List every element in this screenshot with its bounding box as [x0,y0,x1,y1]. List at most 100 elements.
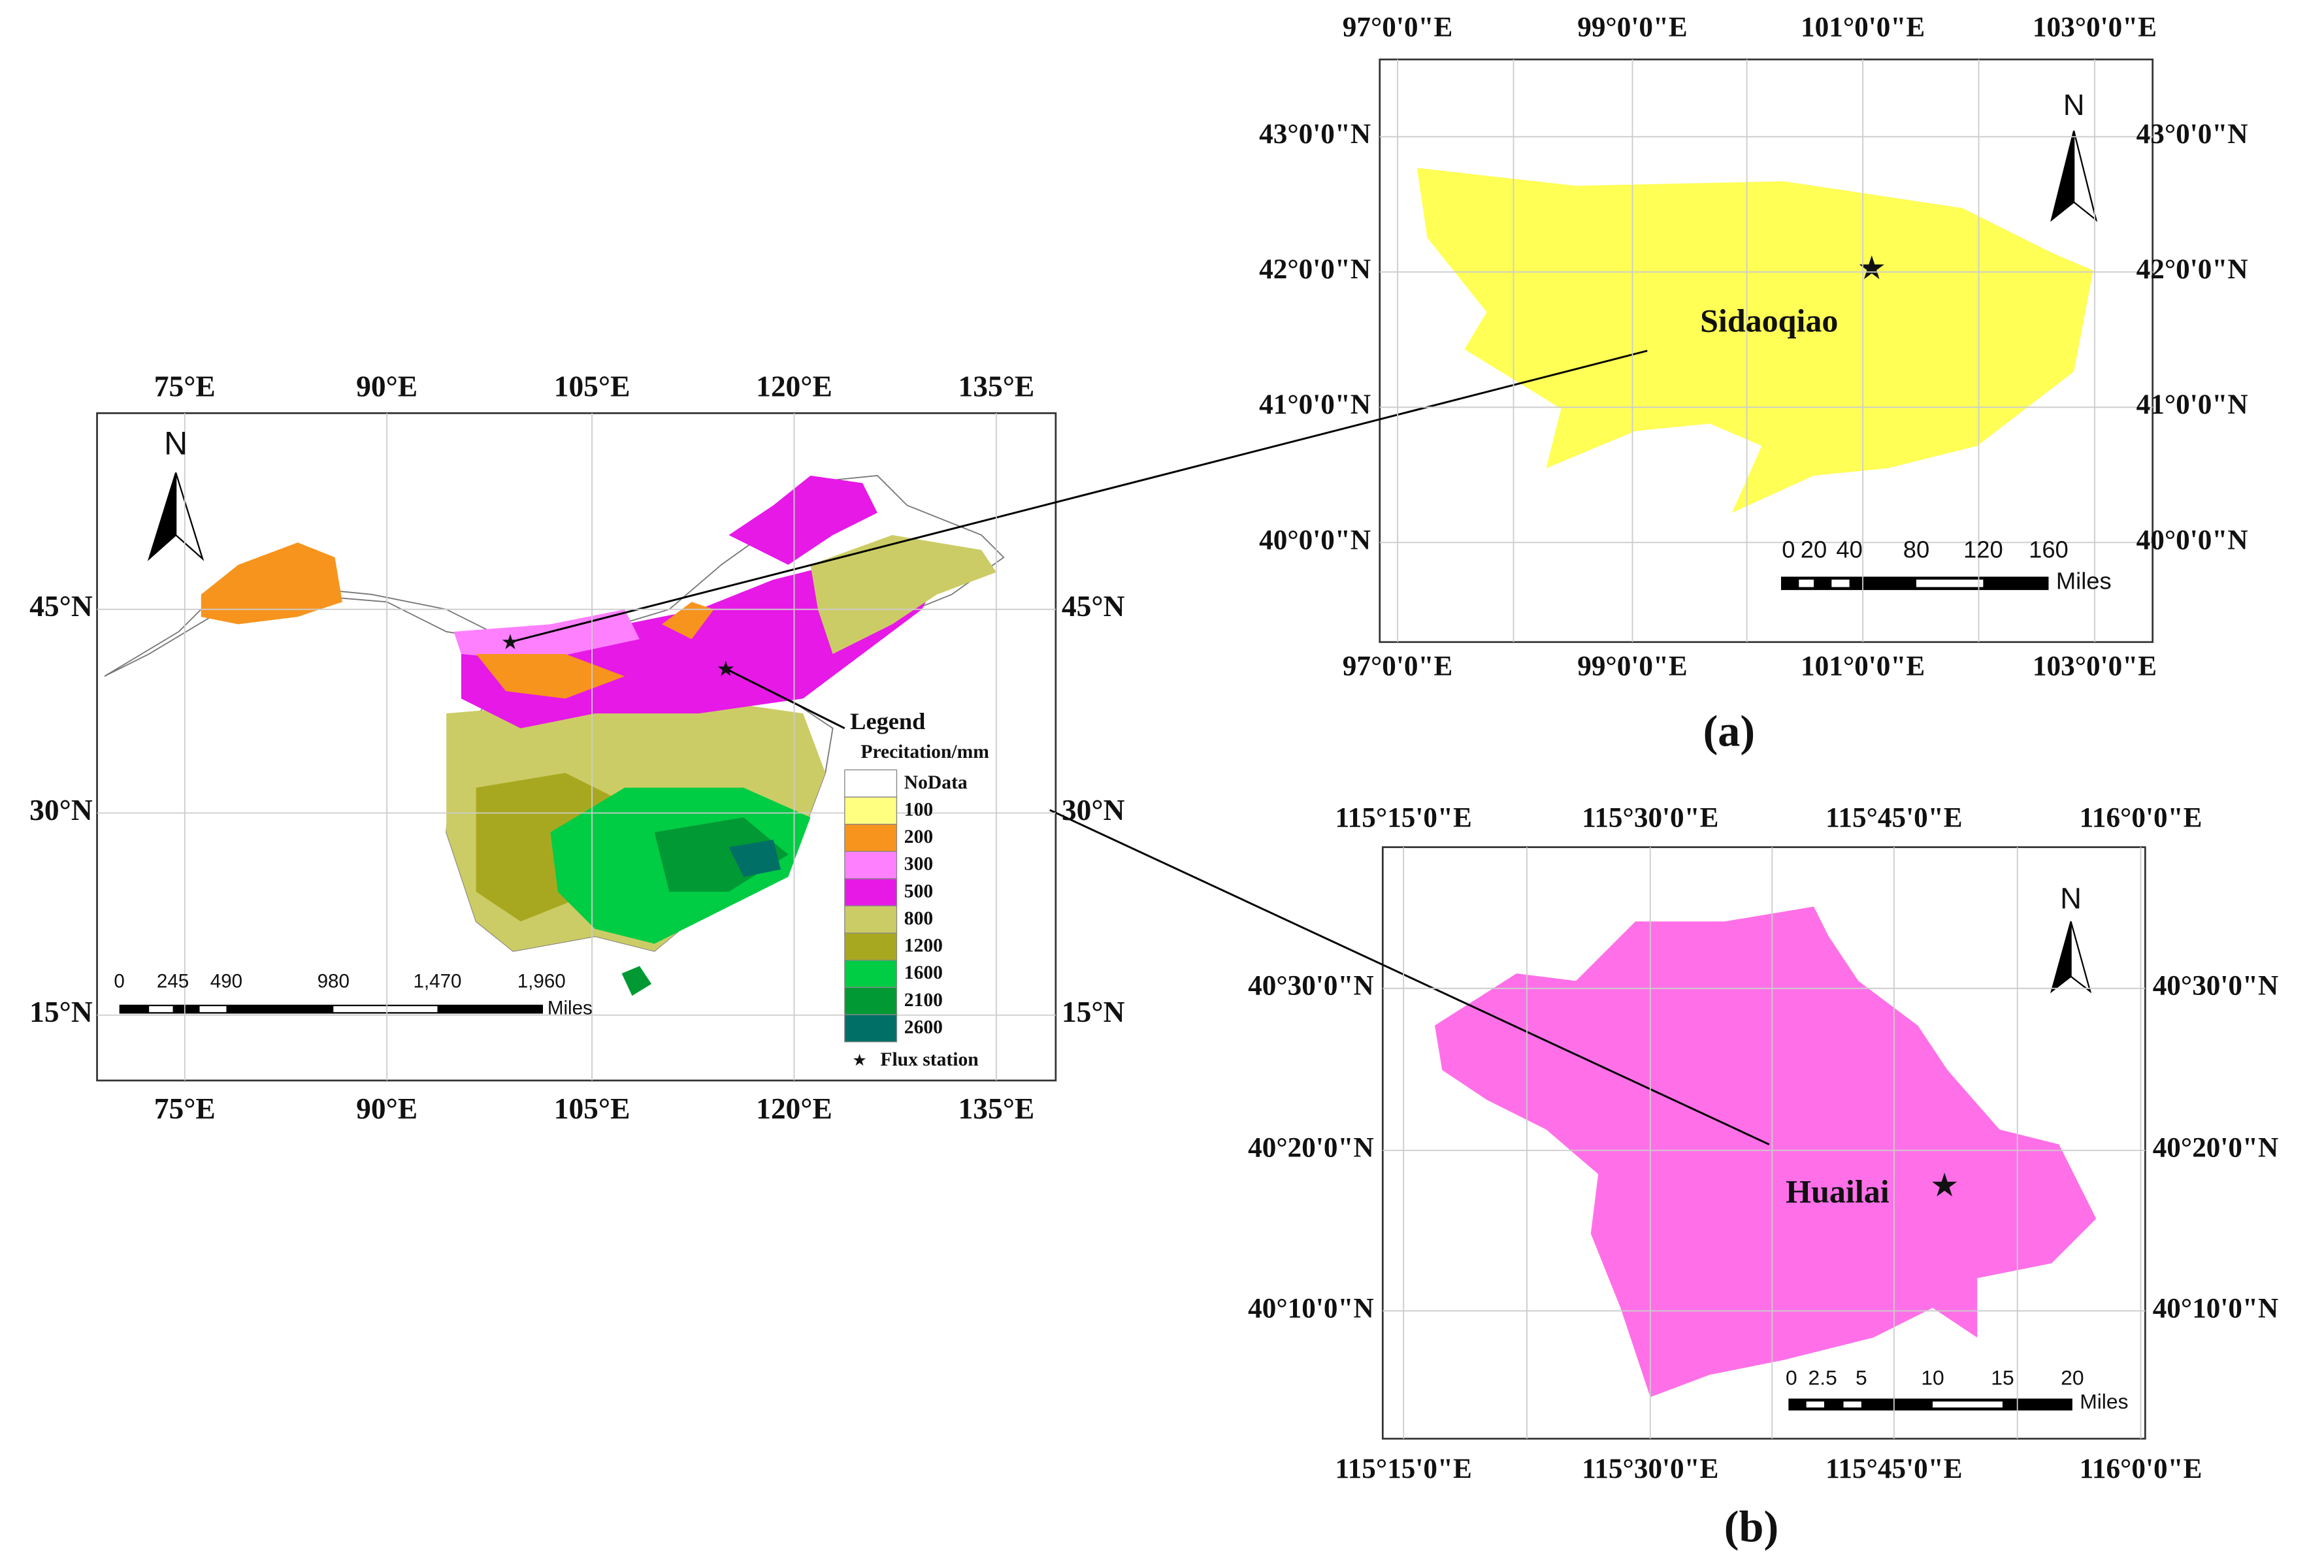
scale-label: 20 [2061,1365,2084,1389]
lon-label: 120°E [756,1092,832,1125]
lon-label: 105°E [554,1092,630,1125]
lon-label: 75°E [154,1092,216,1125]
lon-label: 115°15'0"E [1335,1453,1471,1484]
connector-line [725,668,845,730]
scale-unit: Miles [548,997,593,1019]
legend-swatch [844,960,898,988]
legend-label: 100 [904,799,933,820]
lon-label: 103°0'0"E [2033,651,2157,682]
sidaoqiao-region [1416,168,2093,513]
panel-b-frame [1381,846,2146,1440]
scale-label: 1,470 [414,971,462,992]
lon-label: 103°0'0"E [2033,11,2157,42]
scale-label: 0 [1782,536,1795,563]
connector-line [1049,809,1770,1145]
huailai-region [1434,906,2097,1397]
lon-label: 115°30'0"E [1582,1453,1718,1484]
lon-label: 101°0'0"E [1801,651,1925,682]
lat-label: 30°N [29,793,93,826]
svg-text:★: ★ [501,630,520,653]
lon-label: 90°E [356,1092,417,1125]
panel-a-frame [1379,58,2154,644]
legend-subtitle: Precitation/mm [860,742,989,762]
lat-label: 40°20'0"N [1248,1132,1374,1164]
panel-caption: (b) [1724,1501,1778,1551]
site-label: Sidaoqiao [1700,302,1838,338]
lon-label: 99°0'0"E [1577,651,1688,682]
legend-label: 1600 [904,962,943,983]
legend-swatch [844,769,898,798]
legend-swatch [844,1014,898,1043]
china-map [104,475,1005,996]
legend-label: 300 [904,854,933,875]
lon-label: 135°E [958,369,1034,402]
legend-label: 2600 [904,1017,943,1037]
scale-label: 1,960 [517,971,566,992]
scale-label: 40 [1836,536,1862,563]
scale-label: 10 [1921,1365,1944,1389]
svg-text:★: ★ [1930,1167,1959,1203]
lat-label: 42°0'0"N [2136,253,2248,285]
north-arrow [147,130,2098,994]
scale-label: 80 [1903,536,1929,563]
scale-label: 490 [210,971,242,992]
lon-label: 115°15'0"E [1335,802,1471,834]
legend-title: Legend [850,708,925,734]
lat-label: 15°N [29,995,93,1028]
lon-label: 105°E [554,369,630,402]
legend-swatch [844,905,898,934]
lat-label: 43°0'0"N [1259,118,1371,150]
panel-caption: (a) [1703,706,1756,756]
lon-label: 115°30'0"E [1582,802,1718,834]
lon-label: 99°0'0"E [1577,11,1688,42]
scale-label: 0 [114,971,124,992]
lat-label: 40°30'0"N [2153,970,2279,1002]
scale-bar [119,576,2072,1411]
legend-swatch [844,932,898,961]
scale-label: 15 [1991,1365,2014,1389]
lat-label: 40°10'0"N [2153,1292,2279,1324]
lat-label: 40°0'0"N [2136,524,2248,555]
legend-flux: Flux station [880,1049,978,1070]
scale-label: 120 [1963,536,2003,563]
flux-station-star: ★ ★ ★ ★ ★ [501,250,1959,1203]
scale-label: 5 [1856,1365,1867,1389]
scale-label: 245 [157,971,189,992]
lon-label: 75°E [154,369,216,402]
svg-text:★: ★ [1857,250,1886,286]
lat-label: 43°0'0"N [2136,118,2248,150]
legend-swatch [844,823,898,852]
legend-swatch [844,987,898,1015]
lon-label: 101°0'0"E [1801,11,1925,42]
scale-label: 0 [1786,1365,1797,1389]
lon-label: 116°0'0"E [2080,802,2202,834]
legend-label: 1200 [904,936,943,956]
map-frame [96,412,1057,1082]
scale-unit: Miles [2056,567,2112,594]
lon-label: 90°E [356,369,417,402]
lat-label: 30°N [1062,793,1125,826]
legend-swatch [844,851,898,879]
svg-text:★: ★ [717,657,736,680]
lat-label: 40°20'0"N [2153,1132,2279,1164]
scale-label: 160 [2029,536,2069,563]
lat-label: 40°30'0"N [1248,970,1374,1002]
lat-label: 42°0'0"N [1259,253,1371,285]
lat-label: 15°N [1062,995,1125,1028]
legend-label: 500 [904,881,933,902]
north-label: N [2060,882,2082,915]
legend-label: 2100 [904,990,943,1011]
lat-label: 45°N [1062,589,1125,623]
site-label: Huailai [1786,1173,1890,1209]
legend-label: NoData [904,772,968,793]
legend-swatch [844,796,898,825]
lon-label: 97°0'0"E [1343,11,1453,42]
scale-label: 2.5 [1808,1365,1837,1389]
lon-label: 116°0'0"E [2080,1453,2202,1484]
connector-line [510,350,1648,644]
lon-label: 120°E [756,369,832,402]
lat-label: 41°0'0"N [2136,389,2248,420]
north-label: N [2063,88,2085,122]
